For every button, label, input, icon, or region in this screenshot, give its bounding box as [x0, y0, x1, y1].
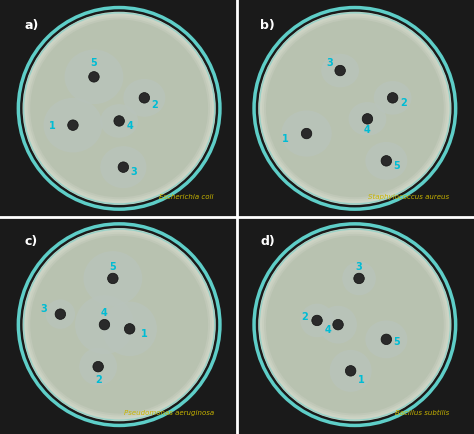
- Ellipse shape: [44, 99, 102, 153]
- Ellipse shape: [100, 147, 146, 189]
- Circle shape: [301, 129, 312, 139]
- Ellipse shape: [75, 296, 134, 354]
- Circle shape: [139, 93, 150, 104]
- Ellipse shape: [374, 82, 411, 115]
- Ellipse shape: [365, 321, 407, 358]
- Ellipse shape: [329, 350, 372, 392]
- Circle shape: [55, 309, 65, 320]
- Ellipse shape: [46, 300, 75, 329]
- Text: 3: 3: [356, 261, 363, 271]
- Text: 4: 4: [126, 121, 133, 131]
- Ellipse shape: [365, 143, 407, 181]
- Ellipse shape: [262, 16, 447, 202]
- Circle shape: [346, 366, 356, 376]
- Circle shape: [93, 362, 103, 372]
- Ellipse shape: [258, 229, 451, 421]
- Ellipse shape: [282, 111, 332, 157]
- Circle shape: [312, 316, 322, 326]
- Ellipse shape: [348, 103, 386, 136]
- Circle shape: [387, 93, 398, 104]
- Text: 1: 1: [358, 375, 365, 385]
- Text: 5: 5: [393, 337, 400, 347]
- Circle shape: [114, 116, 124, 127]
- Ellipse shape: [262, 232, 447, 418]
- Text: 3: 3: [40, 303, 47, 313]
- Circle shape: [354, 273, 365, 284]
- Ellipse shape: [258, 13, 451, 205]
- Text: 3: 3: [130, 167, 137, 177]
- Text: 4: 4: [324, 324, 331, 334]
- Text: c): c): [25, 235, 38, 248]
- Ellipse shape: [30, 236, 208, 414]
- Text: a): a): [25, 19, 39, 32]
- Circle shape: [68, 121, 78, 131]
- Circle shape: [333, 320, 343, 330]
- Text: 1: 1: [282, 133, 289, 143]
- Text: Bacillus subtilis: Bacillus subtilis: [395, 409, 449, 415]
- Circle shape: [118, 162, 128, 173]
- Ellipse shape: [260, 230, 449, 419]
- Ellipse shape: [28, 234, 210, 415]
- Ellipse shape: [28, 19, 210, 200]
- Text: 1: 1: [141, 328, 148, 338]
- Circle shape: [99, 320, 109, 330]
- Text: 2: 2: [95, 375, 101, 385]
- Ellipse shape: [23, 13, 216, 205]
- Circle shape: [89, 72, 99, 83]
- Text: 2: 2: [301, 312, 308, 322]
- Text: 4: 4: [101, 307, 108, 317]
- Text: Escherichia coli: Escherichia coli: [159, 193, 214, 199]
- Ellipse shape: [79, 348, 117, 386]
- Text: 1: 1: [48, 121, 55, 131]
- Ellipse shape: [27, 16, 212, 202]
- Ellipse shape: [83, 252, 142, 306]
- Ellipse shape: [102, 302, 157, 356]
- Ellipse shape: [264, 234, 446, 415]
- Ellipse shape: [23, 229, 216, 421]
- Ellipse shape: [266, 20, 444, 198]
- Circle shape: [124, 324, 135, 334]
- Ellipse shape: [27, 232, 212, 418]
- Text: Pseudomonas aeruginosa: Pseudomonas aeruginosa: [124, 409, 214, 415]
- Circle shape: [362, 114, 373, 125]
- Ellipse shape: [260, 15, 449, 204]
- Ellipse shape: [64, 50, 123, 105]
- Ellipse shape: [342, 262, 376, 296]
- Ellipse shape: [100, 105, 138, 138]
- Circle shape: [335, 66, 346, 77]
- Text: b): b): [260, 19, 275, 32]
- Ellipse shape: [123, 80, 165, 118]
- Circle shape: [381, 334, 392, 345]
- Text: 5: 5: [393, 161, 400, 171]
- Text: 3: 3: [326, 58, 333, 68]
- Text: Staphylococcus aureus: Staphylococcus aureus: [368, 193, 449, 199]
- Text: 2: 2: [152, 100, 158, 110]
- Ellipse shape: [25, 15, 214, 204]
- Ellipse shape: [264, 19, 446, 200]
- Text: 4: 4: [364, 125, 371, 135]
- Ellipse shape: [300, 304, 334, 338]
- Ellipse shape: [25, 230, 214, 419]
- Text: d): d): [260, 235, 275, 248]
- Text: 5: 5: [109, 261, 116, 271]
- Circle shape: [108, 273, 118, 284]
- Ellipse shape: [266, 236, 444, 414]
- Text: 2: 2: [400, 98, 407, 108]
- Ellipse shape: [319, 306, 357, 344]
- Text: 5: 5: [91, 58, 97, 68]
- Ellipse shape: [30, 20, 208, 198]
- Ellipse shape: [321, 55, 359, 88]
- Circle shape: [381, 156, 392, 167]
